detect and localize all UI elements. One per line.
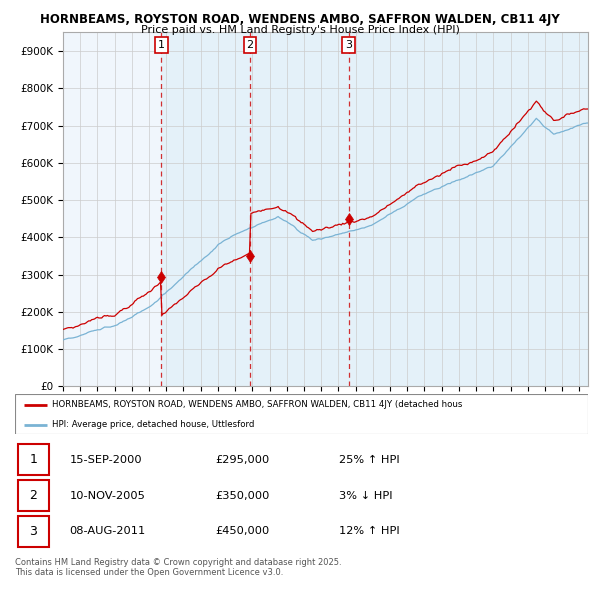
Text: £350,000: £350,000 xyxy=(215,491,270,500)
FancyBboxPatch shape xyxy=(18,516,49,547)
Text: 1: 1 xyxy=(158,40,165,50)
Text: 15-SEP-2000: 15-SEP-2000 xyxy=(70,455,142,465)
Text: 3% ↓ HPI: 3% ↓ HPI xyxy=(339,491,392,500)
Text: £450,000: £450,000 xyxy=(215,526,270,536)
Text: HORNBEAMS, ROYSTON ROAD, WENDENS AMBO, SAFFRON WALDEN, CB11 4JY (detached hous: HORNBEAMS, ROYSTON ROAD, WENDENS AMBO, S… xyxy=(52,400,463,409)
Text: Contains HM Land Registry data © Crown copyright and database right 2025.
This d: Contains HM Land Registry data © Crown c… xyxy=(15,558,341,577)
FancyBboxPatch shape xyxy=(18,480,49,512)
Bar xyxy=(349,32,588,386)
Text: 3: 3 xyxy=(29,525,37,538)
Text: 10-NOV-2005: 10-NOV-2005 xyxy=(70,491,145,500)
Text: 12% ↑ HPI: 12% ↑ HPI xyxy=(339,526,400,536)
Text: 1: 1 xyxy=(29,453,37,466)
Text: 2: 2 xyxy=(247,40,253,50)
Bar xyxy=(250,32,349,386)
Text: HPI: Average price, detached house, Uttlesford: HPI: Average price, detached house, Uttl… xyxy=(52,420,254,430)
Text: HORNBEAMS, ROYSTON ROAD, WENDENS AMBO, SAFFRON WALDEN, CB11 4JY: HORNBEAMS, ROYSTON ROAD, WENDENS AMBO, S… xyxy=(40,13,560,26)
FancyBboxPatch shape xyxy=(18,444,49,476)
Text: £295,000: £295,000 xyxy=(215,455,270,465)
Text: 2: 2 xyxy=(29,489,37,502)
Text: 3: 3 xyxy=(345,40,352,50)
Text: 08-AUG-2011: 08-AUG-2011 xyxy=(70,526,146,536)
Text: Price paid vs. HM Land Registry's House Price Index (HPI): Price paid vs. HM Land Registry's House … xyxy=(140,25,460,35)
Text: 25% ↑ HPI: 25% ↑ HPI xyxy=(339,455,400,465)
Bar xyxy=(161,32,250,386)
